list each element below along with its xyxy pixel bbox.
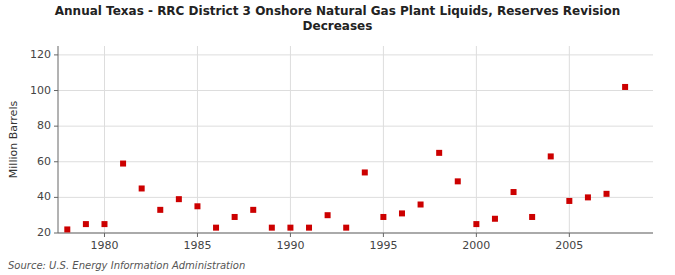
y-tick-label: 40 xyxy=(37,190,51,203)
point xyxy=(566,198,572,204)
point xyxy=(306,225,312,231)
point xyxy=(473,221,479,227)
y-grid-line xyxy=(58,197,653,198)
x-grid-line xyxy=(476,46,477,233)
y-axis-label: Million Barrels xyxy=(7,101,20,179)
x-axis-line xyxy=(58,233,653,234)
x-tick-label: 1985 xyxy=(183,239,211,252)
point xyxy=(548,153,554,159)
y-tick xyxy=(54,161,58,162)
point xyxy=(511,189,517,195)
y-tick xyxy=(54,233,58,234)
point xyxy=(83,221,89,227)
point xyxy=(139,185,145,191)
y-tick-label: 100 xyxy=(30,84,51,97)
point xyxy=(101,221,107,227)
axes: 20 40 60 80 100 120 1980 1985 1990 1995 2000 2005 xyxy=(30,46,653,252)
source-note: Source: U.S. Energy Information Administ… xyxy=(8,260,245,271)
y-tick xyxy=(54,90,58,91)
chart-container: 20 40 60 80 100 120 1980 1985 1990 1995 2000 2005 Mi… xyxy=(0,0,675,275)
x-tick-label: 2000 xyxy=(462,239,490,252)
point xyxy=(64,226,70,232)
y-tick xyxy=(54,126,58,127)
point xyxy=(455,178,461,184)
x-tick xyxy=(569,233,570,237)
y-grid-line xyxy=(58,54,653,55)
y-tick-label: 120 xyxy=(30,48,51,61)
point xyxy=(325,212,331,218)
x-tick-label: 2005 xyxy=(555,239,583,252)
point xyxy=(232,214,238,220)
x-tick xyxy=(290,233,291,237)
point xyxy=(492,216,498,222)
point xyxy=(194,203,200,209)
chart: 20 40 60 80 100 120 1980 1985 1990 1995 2000 2005 Mi… xyxy=(0,0,675,275)
grid xyxy=(58,46,653,233)
point xyxy=(120,161,126,167)
point xyxy=(250,207,256,213)
y-grid-line xyxy=(58,90,653,91)
y-tick-label: 60 xyxy=(37,155,51,168)
title-line: Decreases xyxy=(303,19,373,33)
title: Annual Texas - RRC District 3 Onshore Na… xyxy=(55,4,620,33)
x-grid-line xyxy=(383,46,384,233)
point xyxy=(343,225,349,231)
point xyxy=(157,207,163,213)
point xyxy=(418,202,424,208)
x-tick xyxy=(197,233,198,237)
y-axis-line xyxy=(58,46,59,233)
x-tick xyxy=(476,233,477,237)
point xyxy=(622,84,628,90)
y-tick-label: 20 xyxy=(37,226,51,239)
points xyxy=(64,84,628,232)
x-tick xyxy=(104,233,105,237)
x-tick xyxy=(383,233,384,237)
point xyxy=(529,214,535,220)
y-grid-line xyxy=(58,126,653,127)
y-tick xyxy=(54,54,58,55)
point xyxy=(176,196,182,202)
y-grid-line xyxy=(58,161,653,162)
point xyxy=(362,169,368,175)
point xyxy=(380,214,386,220)
point xyxy=(213,225,219,231)
x-grid-line xyxy=(290,46,291,233)
x-tick-label: 1990 xyxy=(276,239,304,252)
y-tick xyxy=(54,197,58,198)
x-grid-line xyxy=(569,46,570,233)
x-tick-label: 1995 xyxy=(369,239,397,252)
y-grid-line xyxy=(58,233,653,234)
point xyxy=(604,191,610,197)
title-line: Annual Texas - RRC District 3 Onshore Na… xyxy=(55,4,620,18)
point xyxy=(287,225,293,231)
point xyxy=(436,150,442,156)
point xyxy=(585,194,591,200)
point xyxy=(399,210,405,216)
y-tick-label: 80 xyxy=(37,119,51,132)
x-grid-line xyxy=(104,46,105,233)
point xyxy=(269,225,275,231)
x-tick-label: 1980 xyxy=(90,239,118,252)
